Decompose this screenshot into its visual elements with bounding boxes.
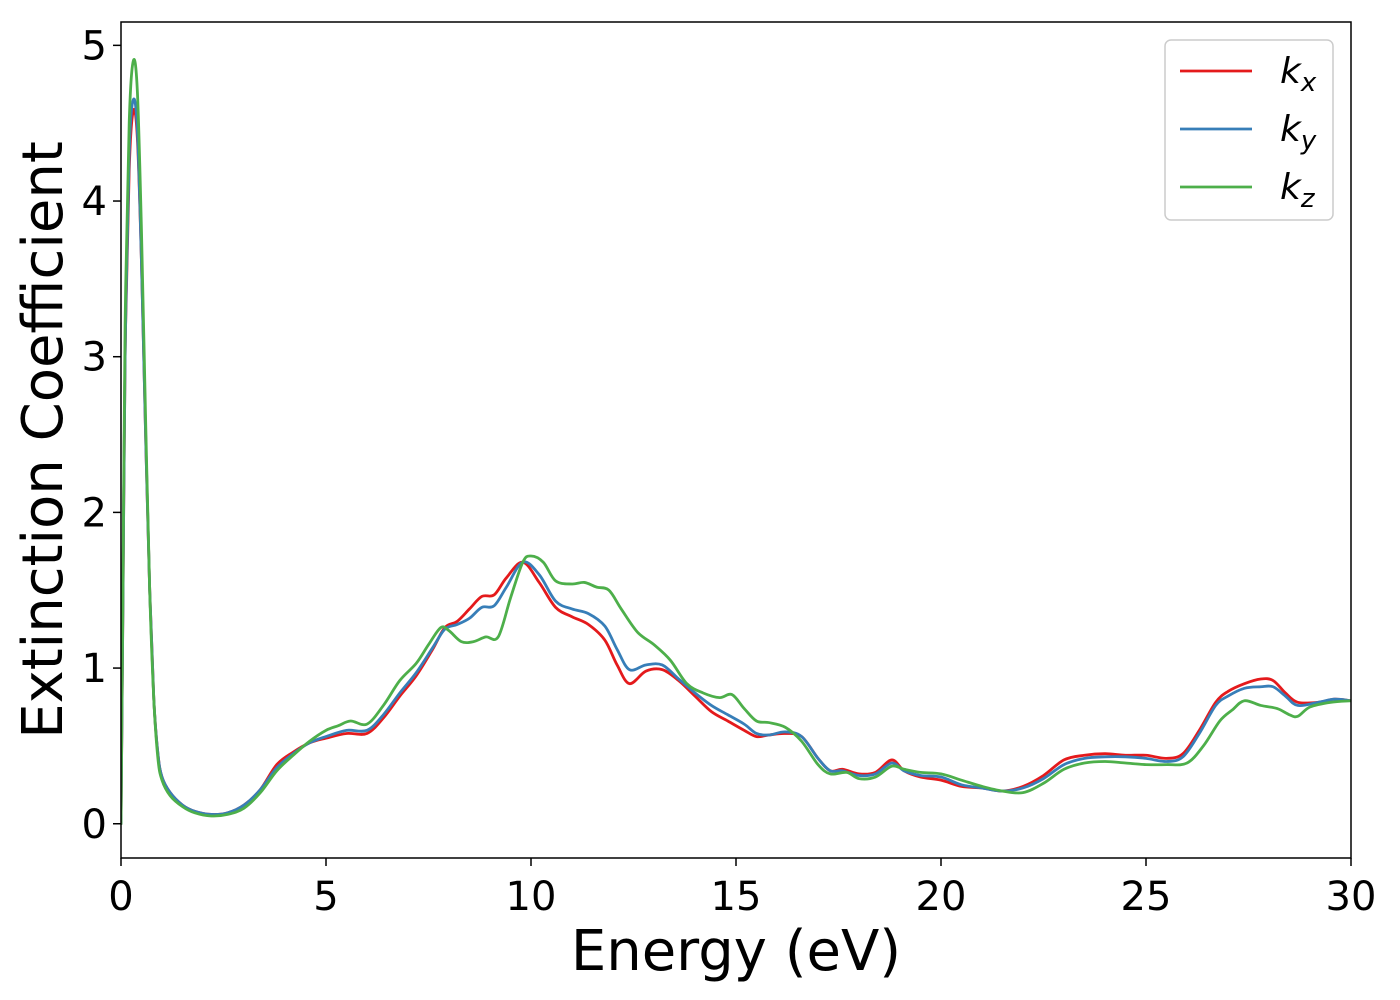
x-tick-label: 15 [711,874,762,920]
legend-label-kz: kz [1280,167,1316,214]
legend-label-ky: ky [1280,109,1317,156]
legend: kx ky kz [1164,39,1334,221]
y-tick-label: 5 [82,23,107,69]
x-tick-label: 30 [1326,874,1377,920]
y-tick-label: 2 [82,490,107,536]
y-axis-label: Extinction Coefficient [11,141,76,739]
series-line-kz [121,58,1351,826]
x-tick-label: 10 [506,874,557,920]
x-tick-label: 0 [108,874,133,920]
x-axis-ticks: 0 5 10 15 20 25 30 [108,858,1376,920]
y-axis-ticks: 0 1 2 3 4 5 [82,23,121,848]
x-tick-label: 5 [313,874,338,920]
x-axis-label: Energy (eV) [571,919,901,984]
legend-label-kx: kx [1280,51,1317,98]
series-layer [121,58,1351,826]
x-tick-label: 25 [1121,874,1172,920]
y-tick-label: 3 [82,335,107,381]
y-tick-label: 0 [82,802,107,848]
y-tick-label: 1 [82,646,107,692]
y-tick-label: 4 [82,179,107,225]
x-tick-label: 20 [916,874,967,920]
